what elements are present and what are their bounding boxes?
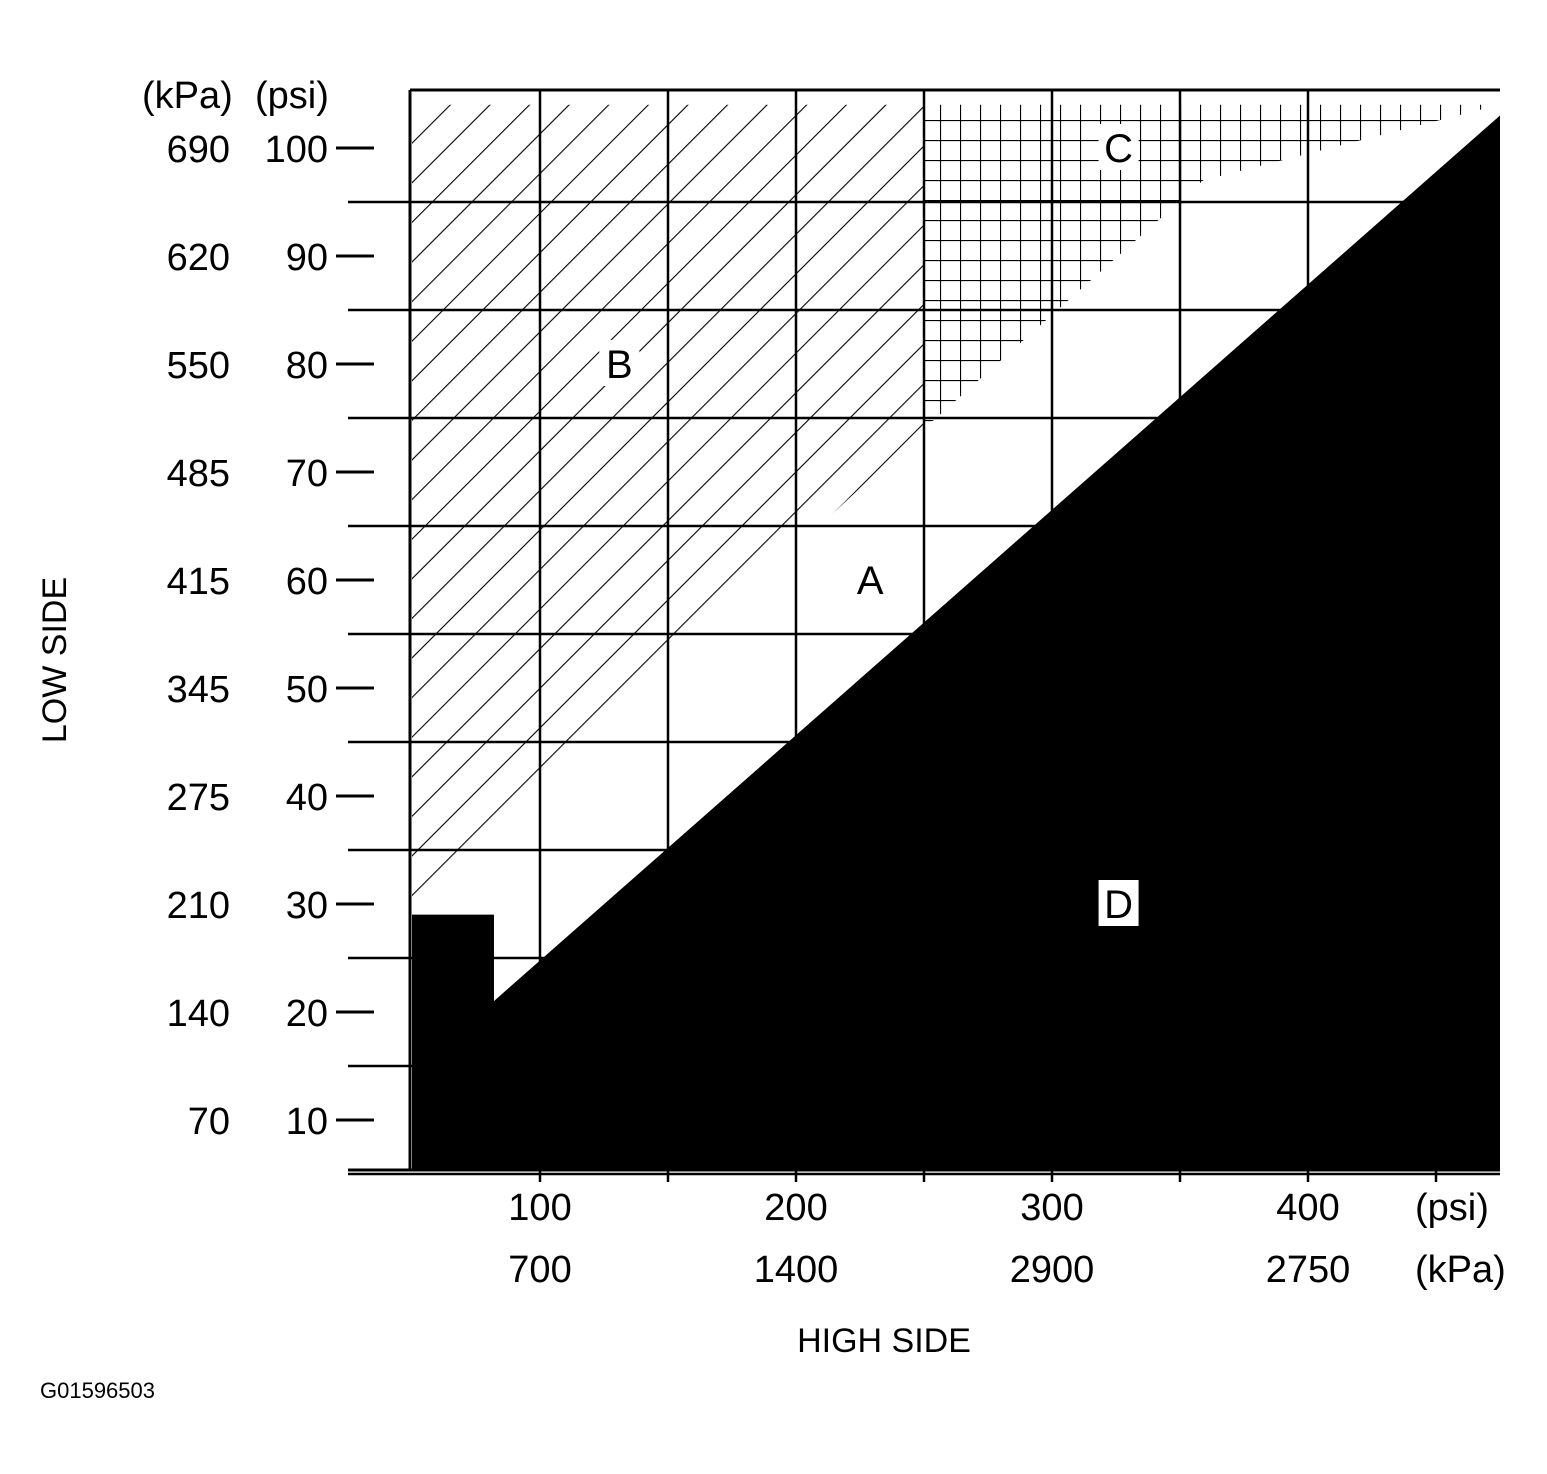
- y-unit-psi: (psi): [255, 75, 329, 117]
- y-unit-kpa: (kPa): [142, 75, 233, 117]
- region-label-c: C: [1104, 127, 1133, 171]
- y-tick-psi-40: 40: [286, 777, 328, 819]
- region-d-overlay: [412, 115, 1500, 1170]
- x-tick-psi-300: 300: [1020, 1187, 1083, 1229]
- x-unit-kpa: (kPa): [1415, 1249, 1506, 1291]
- y-tick-kpa-140: 140: [167, 993, 230, 1035]
- y-tick-labels: 690 100 620 90 550 80 485 70 415 60 345 …: [167, 129, 328, 1143]
- y-tick-psi-70: 70: [286, 453, 328, 495]
- x-tick-kpa-700: 700: [508, 1249, 571, 1291]
- y-tick-psi-80: 80: [286, 345, 328, 387]
- y-tick-psi-60: 60: [286, 561, 328, 603]
- region-a: [493, 180, 1203, 1002]
- region-c: [924, 104, 1500, 429]
- y-tick-psi-50: 50: [286, 669, 328, 711]
- y-tick-kpa-210: 210: [167, 885, 230, 927]
- y-tick-kpa-275: 275: [167, 777, 230, 819]
- region-label-b: B: [606, 343, 633, 387]
- y-tick-kpa-690: 690: [167, 129, 230, 171]
- figure-id: G01596503: [40, 1378, 155, 1403]
- y-tick-kpa-485: 485: [167, 453, 230, 495]
- region-label-bg-c: [1098, 124, 1139, 170]
- y-tick-psi-90: 90: [286, 237, 328, 279]
- region-label-d: D: [1104, 883, 1133, 927]
- region-labels: A B C D: [599, 124, 1139, 927]
- y-tick-psi-30: 30: [286, 885, 328, 927]
- chart-ticks: [336, 146, 1438, 1182]
- x-axis-title: HIGH SIDE: [797, 1322, 971, 1360]
- y-tick-kpa-415: 415: [167, 561, 230, 603]
- x-tick-kpa-2750: 2750: [1266, 1249, 1351, 1291]
- y-tick-kpa-620: 620: [167, 237, 230, 279]
- y-tick-kpa-70: 70: [188, 1101, 230, 1143]
- x-tick-kpa-1400: 1400: [754, 1249, 839, 1291]
- region-label-bg-d: [1098, 880, 1139, 926]
- x-tick-psi-200: 200: [764, 1187, 827, 1229]
- y-tick-psi-10: 10: [286, 1101, 328, 1143]
- x-unit-psi: (psi): [1415, 1187, 1489, 1229]
- region-label-bg-b: [599, 340, 640, 386]
- y-tick-kpa-550: 550: [167, 345, 230, 387]
- region-label-a: A: [857, 559, 884, 603]
- x-tick-psi-400: 400: [1276, 1187, 1339, 1229]
- y-tick-psi-20: 20: [286, 993, 328, 1035]
- x-tick-psi-100: 100: [508, 1187, 571, 1229]
- y-tick-kpa-345: 345: [167, 669, 230, 711]
- region-label-bg-a: [850, 556, 891, 602]
- y-axis-title: LOW SIDE: [36, 577, 74, 743]
- x-tick-labels: 100 700 200 1400 300 2900 400 2750: [508, 1187, 1350, 1291]
- x-tick-kpa-2900: 2900: [1010, 1249, 1095, 1291]
- y-tick-psi-100: 100: [265, 129, 328, 171]
